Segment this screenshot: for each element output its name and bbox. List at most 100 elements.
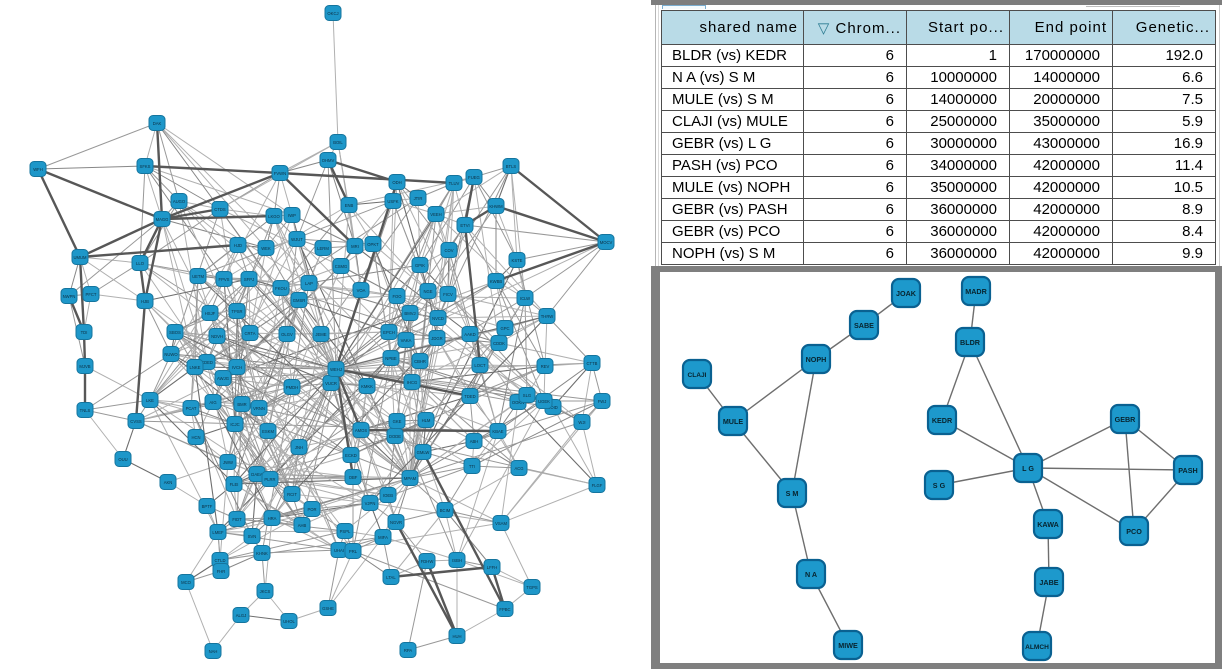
svg-text:LTAL: LTAL bbox=[386, 575, 396, 580]
svg-text:USFK: USFK bbox=[387, 199, 398, 204]
svg-text:CLAJI: CLAJI bbox=[687, 372, 706, 379]
svg-text:MIFA: MIFA bbox=[378, 535, 388, 540]
svg-text:PCO: PCO bbox=[1126, 527, 1142, 536]
svg-text:VEEH: VEEH bbox=[430, 212, 441, 217]
svg-text:TPSR: TPSR bbox=[231, 309, 242, 314]
svg-text:JTIR: JTIR bbox=[414, 196, 423, 201]
svg-text:HJB: HJB bbox=[141, 299, 149, 304]
svg-text:REV: REV bbox=[541, 364, 550, 369]
svg-text:LLO: LLO bbox=[136, 261, 145, 266]
svg-text:PSPL: PSPL bbox=[340, 529, 351, 534]
svg-text:SABE: SABE bbox=[854, 321, 874, 330]
svg-text:OPKT: OPKT bbox=[367, 242, 379, 247]
svg-text:JNH: JNH bbox=[295, 445, 303, 450]
svg-text:PLRR: PLRR bbox=[264, 477, 275, 482]
svg-text:CVSS: CVSS bbox=[130, 419, 142, 424]
svg-text:LFFH: LFFH bbox=[487, 565, 497, 570]
svg-text:MRI: MRI bbox=[351, 244, 359, 249]
svg-text:HCN: HCN bbox=[191, 435, 200, 440]
svg-text:JWW: JWW bbox=[223, 460, 233, 465]
svg-text:KSTE: KSTE bbox=[512, 258, 523, 263]
svg-text:FVWN: FVWN bbox=[274, 171, 286, 176]
svg-text:CRTA: CRTA bbox=[244, 331, 255, 336]
svg-text:GKE: GKE bbox=[393, 419, 402, 424]
svg-text:VRNN: VRNN bbox=[253, 406, 265, 411]
svg-text:KAWA: KAWA bbox=[1037, 520, 1059, 529]
svg-text:LNKE: LNKE bbox=[190, 365, 201, 370]
svg-text:NWPN: NWPN bbox=[63, 294, 76, 299]
svg-text:ABH: ABH bbox=[470, 439, 479, 444]
svg-text:ISBH: ISBH bbox=[452, 558, 462, 563]
svg-text:FIDT: FIDT bbox=[232, 517, 242, 522]
svg-text:KMKK: KMKK bbox=[361, 384, 373, 389]
svg-text:CDDK: CDDK bbox=[493, 341, 505, 346]
svg-text:PCAT: PCAT bbox=[186, 406, 197, 411]
svg-text:LKE: LKE bbox=[146, 398, 154, 403]
svg-text:LOCT: LOCT bbox=[474, 363, 486, 368]
svg-text:AUGO: AUGO bbox=[173, 199, 186, 204]
svg-text:LAP: LAP bbox=[305, 281, 313, 286]
svg-text:HRA: HRA bbox=[268, 516, 277, 521]
svg-text:S M: S M bbox=[786, 489, 799, 498]
svg-text:JKCS: JKCS bbox=[260, 589, 271, 594]
svg-text:TDED: TDED bbox=[464, 394, 475, 399]
svg-text:CTDS: CTDS bbox=[214, 207, 226, 212]
svg-text:MOCV: MOCV bbox=[600, 240, 613, 245]
svg-text:BOIL: BOIL bbox=[333, 140, 343, 145]
svg-text:SBOS: SBOS bbox=[169, 330, 181, 335]
svg-text:HUH: HUH bbox=[452, 634, 461, 639]
svg-text:PASH: PASH bbox=[1178, 466, 1197, 475]
svg-text:OUU: OUU bbox=[118, 457, 127, 462]
svg-text:ALMCH: ALMCH bbox=[1025, 644, 1049, 651]
svg-text:RPA: RPA bbox=[404, 648, 413, 653]
svg-text:LKGO: LKGO bbox=[268, 214, 280, 219]
svg-text:UHAI: UHAI bbox=[334, 548, 344, 553]
svg-text:NVCD: NVCD bbox=[432, 316, 444, 321]
svg-text:FDHW: FDHW bbox=[421, 559, 434, 564]
svg-text:GPC: GPC bbox=[500, 326, 509, 331]
svg-text:WEHJ: WEHJ bbox=[330, 367, 342, 372]
svg-text:ALGJ: ALGJ bbox=[236, 613, 246, 618]
svg-text:FLEI: FLEI bbox=[230, 482, 239, 487]
svg-text:CTTB: CTTB bbox=[587, 361, 598, 366]
svg-text:NAH: NAH bbox=[209, 649, 218, 654]
svg-text:OLGV: OLGV bbox=[281, 332, 293, 337]
svg-text:CTLD: CTLD bbox=[215, 558, 226, 563]
svg-text:FPVS: FPVS bbox=[219, 277, 230, 282]
svg-text:ESKM: ESKM bbox=[262, 429, 274, 434]
svg-text:JEME: JEME bbox=[315, 332, 326, 337]
svg-text:SFKS: SFKS bbox=[140, 164, 151, 169]
svg-text:MIWE: MIWE bbox=[838, 641, 858, 650]
svg-text:SFPJ: SFPJ bbox=[244, 277, 254, 282]
svg-text:VOA: VOA bbox=[357, 288, 366, 293]
svg-text:SVN: SVN bbox=[248, 534, 257, 539]
svg-text:KEDR: KEDR bbox=[932, 416, 953, 425]
svg-text:GMLW: GMLW bbox=[417, 450, 430, 455]
svg-text:FUEG: FUEG bbox=[468, 175, 480, 180]
svg-text:DAK: DAK bbox=[153, 121, 162, 126]
svg-text:MPAM: MPAM bbox=[404, 476, 417, 481]
svg-text:FPBC: FPBC bbox=[499, 607, 510, 612]
svg-text:OKCJ: OKCJ bbox=[327, 11, 338, 16]
svg-text:KBAE: KBAE bbox=[492, 429, 503, 434]
svg-text:AAKD: AAKD bbox=[464, 332, 475, 337]
svg-text:IVCH: IVCH bbox=[232, 365, 242, 370]
svg-text:NPBE: NPBE bbox=[385, 356, 397, 361]
svg-text:ODH: ODH bbox=[392, 180, 401, 185]
svg-text:MAGG: MAGG bbox=[156, 217, 169, 222]
svg-text:BMR: BMR bbox=[237, 402, 246, 407]
svg-text:LERM: LERM bbox=[317, 246, 329, 251]
svg-text:JABE: JABE bbox=[1039, 578, 1058, 587]
svg-text:VSAM: VSAM bbox=[495, 521, 507, 526]
svg-text:GMSR: GMSR bbox=[293, 298, 306, 303]
svg-text:BMVJ: BMVJ bbox=[404, 311, 415, 316]
svg-text:BTLS: BTLS bbox=[506, 164, 517, 169]
svg-text:IOEB: IOEB bbox=[383, 493, 393, 498]
svg-text:ICLW: ICLW bbox=[520, 296, 530, 301]
svg-text:OBF: OBF bbox=[349, 475, 358, 480]
svg-text:CBHR: CBHR bbox=[414, 359, 426, 364]
svg-text:GSHE: GSHE bbox=[322, 606, 334, 611]
svg-text:ENB: ENB bbox=[345, 203, 354, 208]
svg-text:TNLS: TNLS bbox=[80, 408, 91, 413]
svg-text:PFCT: PFCT bbox=[86, 292, 97, 297]
